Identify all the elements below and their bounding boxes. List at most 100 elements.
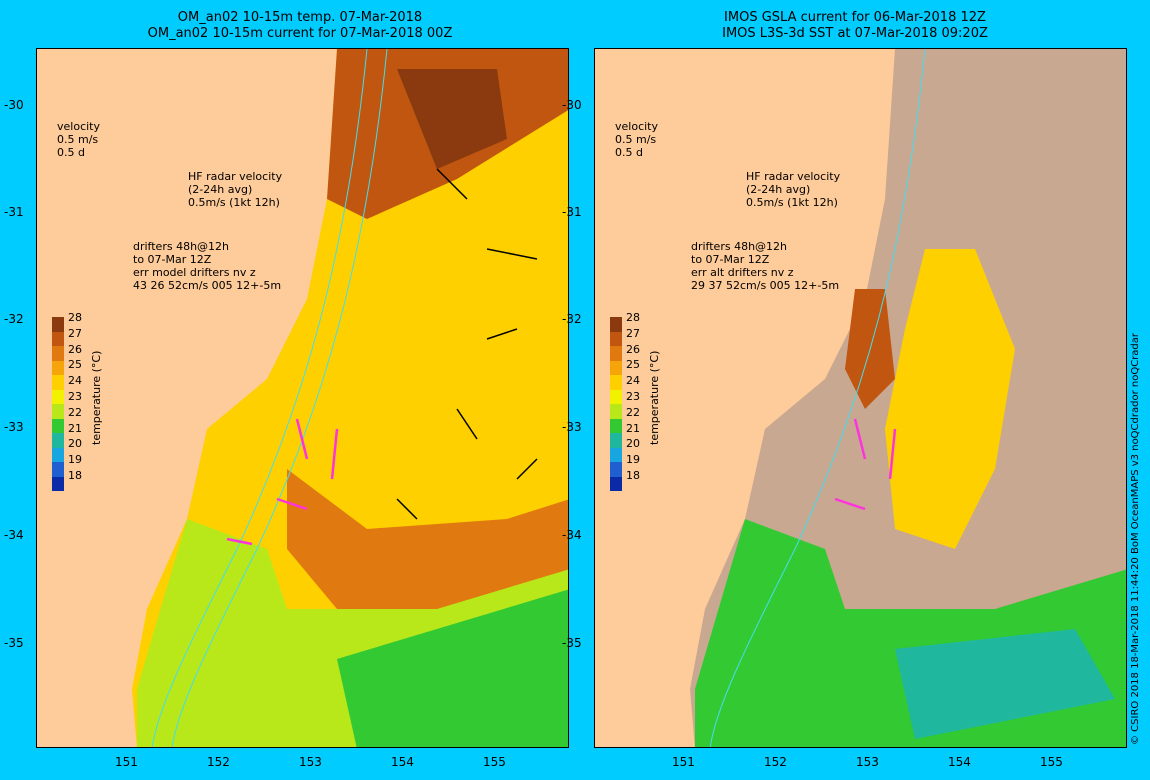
- lat-label: -32: [4, 312, 24, 326]
- colorbar-segment: [610, 447, 622, 462]
- colorbar-segment: [610, 433, 622, 448]
- colorbar-segment: [610, 404, 622, 419]
- velocity-legend-title: velocity: [615, 120, 658, 133]
- colorbar-tick-label: 21: [68, 421, 82, 435]
- right-title: IMOS GSLA current for 06-Mar-2018 12Z IM…: [575, 10, 1135, 42]
- colorbar-segment: [610, 462, 622, 477]
- lon-label: 151: [672, 755, 695, 769]
- drifter-legend-line: 29 37 52cm/s 005 12+-5m: [691, 279, 840, 292]
- colorbar-segment: [52, 331, 64, 346]
- colorbar-segment: [52, 375, 64, 390]
- colorbar-tick-label: 24: [626, 374, 640, 388]
- hf-legend-avg: (2-24h avg): [188, 183, 253, 196]
- colorbar-segment: [610, 360, 622, 375]
- colorbar-tick-label: 28: [68, 311, 82, 324]
- velocity-legend-duration: 0.5 d: [615, 146, 643, 159]
- cool-water-inner: [337, 589, 568, 747]
- colorbar-segment: [52, 447, 64, 462]
- colorbar-tick-label: 27: [626, 326, 640, 340]
- lat-label: -31: [562, 205, 582, 219]
- colorbar-tick-label: 20: [626, 437, 640, 451]
- colorbar-tick-label: 28: [626, 311, 640, 324]
- left-title-line2: OM_an02 10-15m current for 07-Mar-2018 0…: [147, 26, 453, 41]
- hf-legend-scale: 0.5m/s (1kt 12h): [746, 196, 838, 209]
- colorbar-title: temperature (°C): [648, 350, 661, 445]
- colorbar-segment: [52, 433, 64, 448]
- colorbar-tick-label: 22: [626, 405, 640, 419]
- colorbar-segment: [610, 476, 622, 491]
- lon-label: 151: [115, 755, 138, 769]
- lat-label: -31: [4, 205, 24, 219]
- colorbar-tick-label: 25: [68, 358, 82, 372]
- right-map-svg: [595, 49, 1126, 747]
- lon-label: 155: [483, 755, 506, 769]
- warm-core-inner: [397, 69, 507, 169]
- current-vectors: [396, 168, 538, 520]
- colorbar-segment: [52, 360, 64, 375]
- colorbar-tick-label: 19: [626, 453, 640, 467]
- isobath-contour: [709, 49, 926, 747]
- colorbar-tick-label: 24: [68, 374, 82, 388]
- right-title-line2: IMOS L3S-3d SST at 07-Mar-2018 09:20Z: [722, 26, 988, 41]
- colorbar-segment: [610, 389, 622, 404]
- lat-label: -35: [4, 636, 24, 650]
- drifter-legend-line: 43 26 52cm/s 005 12+-5m: [133, 279, 282, 292]
- left-title-line1: OM_an02 10-15m temp. 07-Mar-2018: [177, 10, 423, 25]
- lat-label: -33: [562, 420, 582, 434]
- colorbar-tick-label: 26: [68, 342, 82, 356]
- lat-label: -30: [4, 98, 24, 112]
- drifter-legend-right: drifters 48h@12h to 07-Mar 12Z err alt d…: [691, 240, 839, 292]
- lat-label: -34: [4, 528, 24, 542]
- warm-band: [287, 469, 568, 609]
- drifter-tracks: [834, 418, 897, 511]
- colorbar-segment: [52, 404, 64, 419]
- colorbar-tick-label: 23: [626, 390, 640, 403]
- velocity-legend-right: velocity 0.5 m/s 0.5 d: [615, 120, 658, 159]
- drifter-legend-left: drifters 48h@12h to 07-Mar 12Z err model…: [133, 240, 281, 292]
- lon-label: 155: [1040, 755, 1063, 769]
- hf-legend-avg: (2-24h avg): [746, 183, 811, 196]
- left-title: OM_an02 10-15m temp. 07-Mar-2018 OM_an02…: [20, 10, 580, 42]
- colorbar-segment: [52, 317, 64, 332]
- velocity-legend-speed: 0.5 m/s: [615, 133, 657, 146]
- drifter-legend-line: err alt drifters nv z: [691, 266, 794, 279]
- hf-radar-legend-right: HF radar velocity (2-24h avg) 0.5m/s (1k…: [746, 170, 840, 209]
- lon-label: 153: [299, 755, 322, 769]
- lat-label: -30: [562, 98, 582, 112]
- sst-warm-area: [885, 249, 1015, 549]
- colorbar-segment: [610, 331, 622, 346]
- isobath-contour-outer: [171, 49, 388, 747]
- lat-label: -35: [562, 636, 582, 650]
- drifter-legend-line: to 07-Mar 12Z: [691, 253, 770, 266]
- colorbar-tick-label: 25: [626, 358, 640, 372]
- isobath-contour: [151, 49, 368, 747]
- hf-legend-title: HF radar velocity: [188, 170, 283, 183]
- colorbar-title: temperature (°C): [90, 350, 103, 445]
- colorbar-segment: [610, 418, 622, 433]
- colorbar-tick-label: 19: [68, 453, 82, 467]
- lat-label: -34: [562, 528, 582, 542]
- colorbar-segment: [610, 375, 622, 390]
- drifter-legend-line: to 07-Mar 12Z: [133, 253, 212, 266]
- colorbar-tick-label: 18: [68, 469, 82, 482]
- left-map-svg: [37, 49, 568, 747]
- right-map-panel: [594, 48, 1127, 748]
- colorbar-segment: [610, 317, 622, 332]
- drifter-tracks: [226, 418, 339, 546]
- colorbar-tick-label: 18: [626, 469, 640, 482]
- colorbar-tick-label: 26: [626, 342, 640, 356]
- hf-radar-legend-left: HF radar velocity (2-24h avg) 0.5m/s (1k…: [188, 170, 282, 209]
- velocity-legend-duration: 0.5 d: [57, 146, 85, 159]
- colorbar-segment: [52, 418, 64, 433]
- colorbar-segment: [52, 346, 64, 361]
- lon-label: 153: [856, 755, 879, 769]
- colorbar-tick-label: 27: [68, 326, 82, 340]
- colorbar-segment: [52, 476, 64, 491]
- colorbar-tick-label: 23: [68, 390, 82, 403]
- colorbar-segment: [52, 462, 64, 477]
- lon-label: 152: [764, 755, 787, 769]
- lon-label: 154: [391, 755, 414, 769]
- colorbar-tick-label: 20: [68, 437, 82, 451]
- colorbar-tick-label: 22: [68, 405, 82, 419]
- sst-cold-patch: [895, 629, 1115, 739]
